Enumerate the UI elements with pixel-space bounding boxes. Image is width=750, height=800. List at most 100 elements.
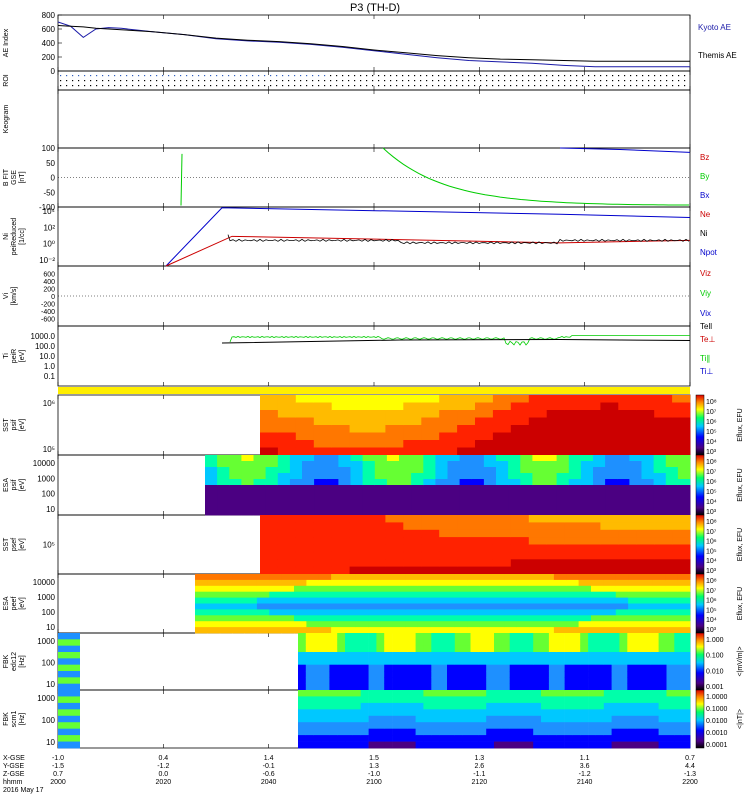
- esa-ion-cell: [605, 473, 618, 480]
- fbk-edc-cell: [564, 664, 573, 672]
- esa-ion-cell: [326, 485, 339, 492]
- fbk-edc-cell: [305, 677, 314, 684]
- esa-ion-cell: [314, 491, 327, 498]
- esa-ion-cell: [496, 473, 509, 480]
- esa-ion-cell: [544, 485, 557, 492]
- fbk-edc-cell: [643, 658, 652, 665]
- panel-frame: [57, 325, 691, 387]
- esa-ion-cell: [677, 497, 691, 504]
- roi-dot: [180, 80, 182, 82]
- esa-electron-cell: [256, 603, 270, 610]
- esa-ion-cell: [617, 491, 630, 498]
- fbk-edc-cell: [635, 664, 644, 672]
- roi-dot: [660, 85, 662, 87]
- y-tick-label: 1000: [37, 637, 55, 646]
- sst-ion-cell: [618, 417, 637, 426]
- sst-electron-cell: [546, 529, 565, 538]
- sst-electron-cell: [475, 529, 494, 538]
- fbk-scm-cell: [588, 715, 597, 723]
- fbk-edc-cell: [376, 664, 385, 672]
- fbk-edc-cell: [666, 683, 675, 691]
- fbk-scm-cell: [462, 728, 471, 736]
- roi-dot: [552, 75, 554, 77]
- fbk-edc-cell: [611, 633, 620, 640]
- fbk-scm-cell: [666, 722, 675, 729]
- fbk-scm-cell: [572, 722, 581, 729]
- sst-ion-cell: [528, 402, 548, 411]
- esa-electron-cell: [219, 615, 233, 622]
- esa-electron-cell: [591, 615, 604, 622]
- fbk-edc-cell: [329, 677, 338, 684]
- roi-dot: [420, 75, 422, 77]
- y-tick-label: 10: [46, 738, 55, 747]
- fbk-scm-cell: [635, 690, 644, 697]
- fbk-scm-cell: [337, 702, 346, 710]
- colorbar-tick-label: 10⁴: [706, 499, 717, 506]
- y-axis-label: [eV]: [19, 538, 26, 551]
- esa-electron-cell: [553, 597, 567, 604]
- roi-dot: [414, 80, 416, 82]
- esa-electron-cell: [355, 585, 369, 593]
- fbk-edc-cell: [509, 664, 518, 672]
- sst-ion-cell: [349, 402, 368, 411]
- esa-ion-cell: [580, 485, 594, 492]
- fbk-edc-cell: [415, 652, 424, 659]
- esa-electron-cell: [393, 609, 406, 616]
- esa-electron-cell: [207, 609, 221, 616]
- esa-electron-cell: [294, 579, 307, 587]
- sst-ion-cell: [277, 447, 297, 456]
- roi-dot: [636, 75, 638, 77]
- fbk-scm-cell: [611, 728, 620, 736]
- fbk-edc-cell: [486, 639, 495, 646]
- fbk-scm-cell: [517, 715, 526, 723]
- esa-electron-cell: [566, 585, 580, 593]
- roi-dot: [492, 80, 494, 82]
- yellow-band: [58, 387, 690, 394]
- y-axis-label: [nT]: [19, 171, 26, 183]
- fbk-edc-cell: [337, 664, 346, 672]
- fbk-scm-cell: [603, 690, 612, 697]
- sst-ion-cell: [510, 402, 530, 411]
- sst-electron-cell: [439, 566, 458, 575]
- roi-dot: [294, 85, 296, 87]
- sst-ion-cell: [528, 432, 548, 441]
- fbk-scm-cell: [666, 709, 675, 717]
- sst-ion-cell: [367, 395, 386, 403]
- y-tick-label: -50: [43, 188, 55, 197]
- fbk-scm-cell: [509, 690, 518, 697]
- y-axis-label: [Hz]: [19, 713, 26, 726]
- esa-electron-cell: [566, 615, 580, 622]
- esa-ion-cell: [314, 509, 327, 516]
- sst-electron-cell: [546, 537, 565, 545]
- esa-electron-cell: [553, 579, 567, 587]
- fbk-scm-cell: [556, 722, 565, 729]
- fbk-edc-cell: [329, 658, 338, 665]
- esa-ion-cell: [629, 491, 642, 498]
- esa-ion-cell: [520, 473, 533, 480]
- roi-dot: [240, 75, 242, 77]
- fbk-edc-cell: [345, 633, 354, 640]
- sst-ion-cell: [654, 440, 673, 448]
- fbk-edc-cell: [627, 683, 636, 691]
- roi-dot: [564, 85, 566, 87]
- esa-electron-cell: [492, 597, 505, 604]
- esa-electron-cell: [541, 609, 555, 616]
- roi-dot: [252, 80, 254, 82]
- sst-electron-cell: [528, 559, 548, 568]
- fbk-edc-cell: [392, 671, 401, 678]
- fbk-scm-cell: [384, 728, 393, 736]
- esa-electron-cell: [516, 603, 530, 610]
- roi-dot: [354, 75, 356, 77]
- fbk-scm-cell: [447, 702, 456, 710]
- sst-ion-cell: [385, 425, 404, 433]
- fbk-edc-cell: [352, 664, 362, 672]
- esa-electron-cell: [640, 585, 654, 593]
- esa-ion-cell: [483, 473, 497, 480]
- fbk-scm-cell: [548, 696, 558, 704]
- esa-ion-cell: [677, 509, 691, 516]
- esa-electron-cell: [628, 585, 641, 593]
- y-tick-label: -100: [39, 203, 56, 212]
- roi-dot: [60, 85, 62, 87]
- x-tick-label: 3.6: [580, 763, 590, 770]
- esa-electron-cell: [380, 621, 394, 628]
